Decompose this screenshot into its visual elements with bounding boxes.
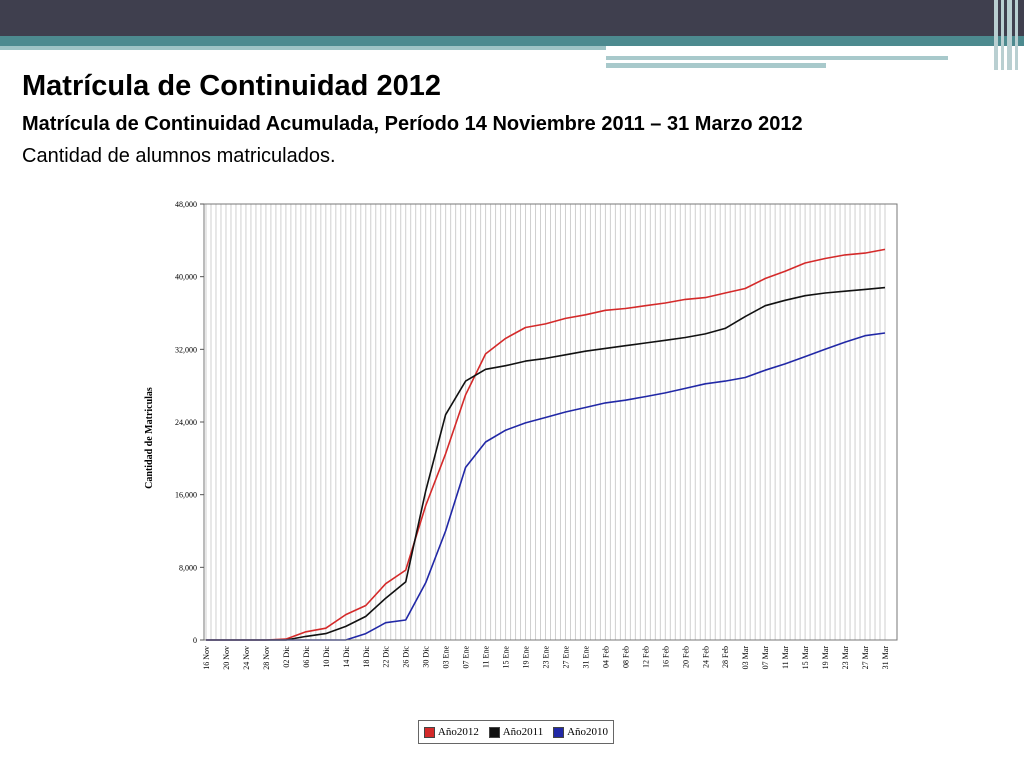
y-tick-label-1: 8,000 (179, 563, 197, 572)
y-tick-label-4: 32,000 (175, 345, 197, 354)
y-tick-label-5: 40,000 (175, 273, 197, 282)
page-title: Matrícula de Continuidad 2012 (22, 70, 441, 102)
y-tick-label-3: 24,000 (175, 418, 197, 427)
slide-accent-band (0, 36, 1024, 46)
slide-accent-line-right-top (606, 56, 948, 60)
x-tick-label-26: 28 Feb (721, 646, 730, 668)
legend-swatch-2010 (553, 726, 565, 738)
x-tick-label-31: 19 Mar (821, 646, 830, 670)
series-line-año2012 (206, 248, 886, 641)
x-tick-label-30: 15 Mar (801, 646, 810, 670)
chart-grid (205, 204, 886, 640)
legend-label-2012: Año2012 (437, 726, 479, 738)
x-tick-label-3: 28 Nov (262, 646, 271, 670)
x-tick-label-14: 11 Ene (482, 646, 491, 669)
legend-item-2012: Año2012 (423, 726, 479, 738)
x-tick-label-2: 24 Nov (242, 646, 251, 670)
x-tick-label-29: 11 Mar (781, 646, 790, 669)
x-tick-label-27: 03 Mar (741, 646, 750, 670)
chart-legend: Año2012 Año2011 Año2010 (418, 720, 614, 744)
y-tick-label-2: 16,000 (175, 491, 197, 500)
slide-corner-stripes (992, 0, 1024, 70)
x-tick-label-1: 20 Nov (222, 646, 231, 670)
x-tick-label-28: 07 Mar (761, 646, 770, 670)
y-axis-ticks: 0 8,000 16,000 24,000 32,000 40,000 48,000 (175, 200, 204, 645)
page-caption: Cantidad de alumnos matriculados. (22, 145, 336, 167)
x-tick-label-22: 12 Feb (641, 646, 650, 668)
x-tick-label-5: 06 Dic (302, 646, 311, 668)
x-tick-label-15: 15 Ene (502, 646, 511, 669)
y-tick-label-6: 48,000 (175, 200, 197, 209)
x-tick-label-6: 10 Dic (322, 646, 331, 668)
slide-accent-line-left (0, 46, 606, 50)
x-tick-label-13: 07 Ene (462, 646, 471, 669)
x-tick-label-20: 04 Feb (601, 646, 610, 668)
x-tick-label-23: 16 Feb (661, 646, 670, 668)
x-tick-label-11: 30 Dic (422, 646, 431, 668)
x-tick-label-10: 26 Dic (402, 646, 411, 668)
slide-top-bar (0, 0, 1024, 36)
legend-item-2011: Año2011 (488, 726, 544, 738)
x-tick-label-0: 16 Nov (202, 646, 211, 670)
legend-label-2011: Año2011 (502, 726, 544, 738)
x-tick-label-17: 23 Ene (542, 646, 551, 669)
x-tick-label-12: 03 Ene (442, 646, 451, 669)
page-subtitle: Matrícula de Continuidad Acumulada, Perí… (22, 113, 803, 135)
y-axis-label: Cantidad de Matriculas (144, 387, 155, 489)
slide-accent-line-right-bottom (606, 63, 826, 68)
x-tick-label-16: 19 Ene (522, 646, 531, 669)
x-tick-label-8: 18 Dic (362, 646, 371, 668)
x-tick-label-19: 31 Ene (581, 646, 590, 669)
series-line-año2011 (206, 286, 886, 641)
legend-label-2010: Año2010 (567, 726, 609, 738)
legend-swatch-2012 (423, 726, 435, 738)
x-tick-label-18: 27 Ene (561, 646, 570, 669)
x-tick-label-34: 31 Mar (881, 646, 890, 670)
y-tick-label-0: 0 (193, 636, 197, 645)
x-tick-label-33: 27 Mar (861, 646, 870, 670)
legend-item-2010: Año2010 (553, 726, 608, 738)
x-tick-label-25: 24 Feb (701, 646, 710, 668)
x-tick-label-9: 22 Dic (382, 646, 391, 668)
legend-swatch-2011 (488, 726, 500, 738)
x-tick-label-7: 14 Dic (342, 646, 351, 668)
x-axis-ticks: 16 Nov 20 Nov 24 Nov 28 Nov 02 Dic 06 Dic 10 D… (202, 646, 890, 670)
x-tick-label-24: 20 Feb (681, 646, 690, 668)
x-tick-label-21: 08 Feb (621, 646, 630, 668)
x-tick-label-4: 02 Dic (282, 646, 291, 668)
x-tick-label-32: 23 Mar (841, 646, 850, 670)
